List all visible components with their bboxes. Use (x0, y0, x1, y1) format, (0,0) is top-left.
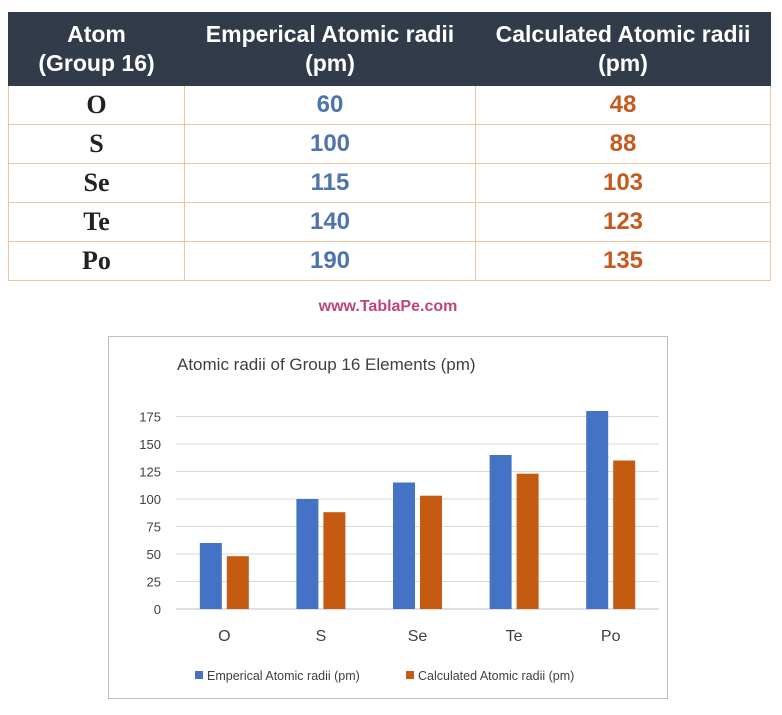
legend-swatch (195, 671, 203, 679)
cell-calculated: 48 (475, 85, 771, 125)
cell-atom: Po (8, 241, 185, 281)
bar-calculated (226, 556, 249, 609)
bar-calculated (613, 460, 636, 609)
x-tick-label: Po (601, 628, 621, 645)
bar-emperical (393, 482, 415, 609)
cell-emperical: 140 (184, 202, 476, 242)
cell-emperical: 100 (184, 124, 476, 164)
legend-label: Emperical Atomic radii (pm) (207, 669, 360, 683)
cell-atom: O (8, 85, 185, 125)
table-row: Te 140 123 (8, 202, 771, 242)
x-tick-label: S (316, 628, 327, 645)
header-calculated: Calculated Atomic radii (pm) (475, 12, 771, 86)
y-tick-label: 150 (139, 437, 161, 452)
cell-calculated: 88 (475, 124, 771, 164)
table-row: Se 115 103 (8, 163, 771, 203)
table-row: O 60 48 (8, 85, 771, 125)
y-tick-label: 25 (147, 575, 161, 590)
cell-emperical: 60 (184, 85, 476, 125)
bar-emperical (199, 543, 222, 609)
table-row: S 100 88 (8, 124, 771, 164)
x-tick-label: O (218, 628, 230, 645)
chart-title: Atomic radii of Group 16 Elements (pm) (177, 355, 476, 374)
legend-swatch (406, 671, 414, 679)
y-tick-label: 175 (139, 410, 161, 425)
x-tick-label: Se (408, 628, 428, 645)
y-tick-label: 125 (139, 465, 161, 480)
x-tick-label: Te (506, 628, 523, 645)
header-atom: Atom (Group 16) (8, 12, 185, 86)
cell-atom: Se (8, 163, 185, 203)
header-emperical: Emperical Atomic radii (pm) (184, 12, 476, 86)
y-tick-label: 100 (139, 492, 161, 507)
bar-emperical (296, 499, 319, 609)
cell-emperical: 115 (184, 163, 476, 203)
cell-atom: Te (8, 202, 185, 242)
bar-chart: Atomic radii of Group 16 Elements (pm) 0 2… (108, 336, 668, 699)
cell-calculated: 123 (475, 202, 771, 242)
table-row: Po 190 135 (8, 241, 771, 281)
watermark-link[interactable]: www.TablaPe.com (318, 298, 458, 315)
bar-calculated (420, 495, 442, 609)
table-header-row: Atom (Group 16) Emperical Atomic radii (pm… (8, 12, 771, 86)
legend-label: Calculated Atomic radii (pm) (418, 669, 574, 683)
y-tick-label: 75 (147, 520, 161, 535)
cell-calculated: 135 (475, 241, 771, 281)
cell-calculated: 103 (475, 163, 771, 203)
bar-calculated (516, 473, 539, 609)
chart-canvas: Atomic radii of Group 16 Elements (pm) 0 2… (139, 355, 659, 683)
atomic-radii-table: Atom (Group 16) Emperical Atomic radii (pm… (8, 12, 771, 281)
cell-emperical: 190 (184, 241, 476, 281)
y-tick-label: 50 (147, 547, 161, 562)
bar-emperical (489, 455, 512, 609)
bar-calculated (323, 512, 346, 609)
y-tick-label: 0 (154, 602, 161, 617)
bar-emperical (586, 411, 609, 609)
cell-atom: S (8, 124, 185, 164)
